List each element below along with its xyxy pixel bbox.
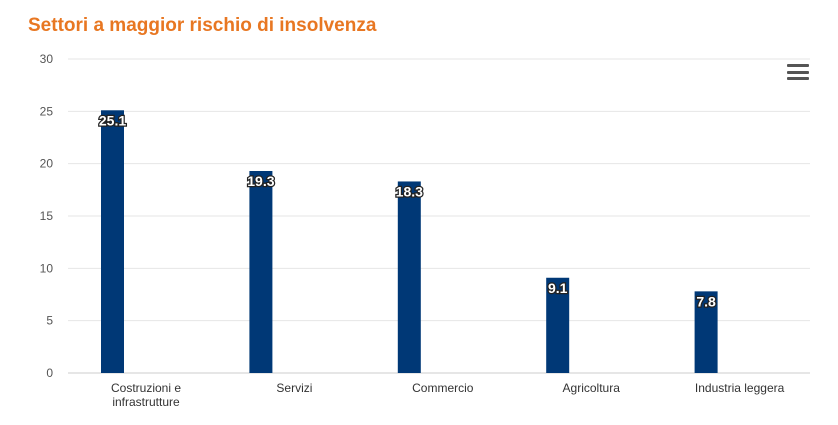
bar [694,291,718,373]
bars [101,110,718,373]
menu-line [787,77,809,80]
y-tick-label: 0 [46,366,53,380]
menu-line [787,64,809,67]
bar [546,277,570,373]
data-label: 7.8 [696,293,716,309]
data-label: 9.1 [548,280,568,296]
x-tick-label: Costruzioni e [111,381,181,395]
grid-lines [68,58,810,374]
bar [397,181,421,373]
data-label: 18.3 [396,183,423,199]
y-tick-label: 10 [40,261,54,275]
x-tick-label: Servizi [276,381,312,395]
y-axis: 0 5 10 15 20 25 30 [40,52,54,380]
x-tick-label: Commercio [412,381,474,395]
x-tick-label: Agricoltura [563,381,621,395]
y-tick-label: 25 [40,104,54,118]
data-label: 19.3 [247,173,274,189]
bar [101,110,124,373]
y-tick-label: 5 [46,314,53,328]
y-tick-label: 15 [40,209,54,223]
data-label: 25.1 [99,112,126,128]
chart-title: Settori a maggior rischio di insolvenza [28,15,377,36]
y-tick-label: 30 [40,52,54,66]
x-tick-label: Industria leggera [695,381,785,395]
menu-line [787,70,809,74]
hamburger-menu-icon[interactable] [787,62,809,82]
data-labels: 25.1 19.3 18.3 9.1 7.8 [98,111,718,311]
y-tick-label: 20 [40,157,54,171]
x-tick-label: infrastrutture [112,395,180,409]
bar [249,170,273,373]
